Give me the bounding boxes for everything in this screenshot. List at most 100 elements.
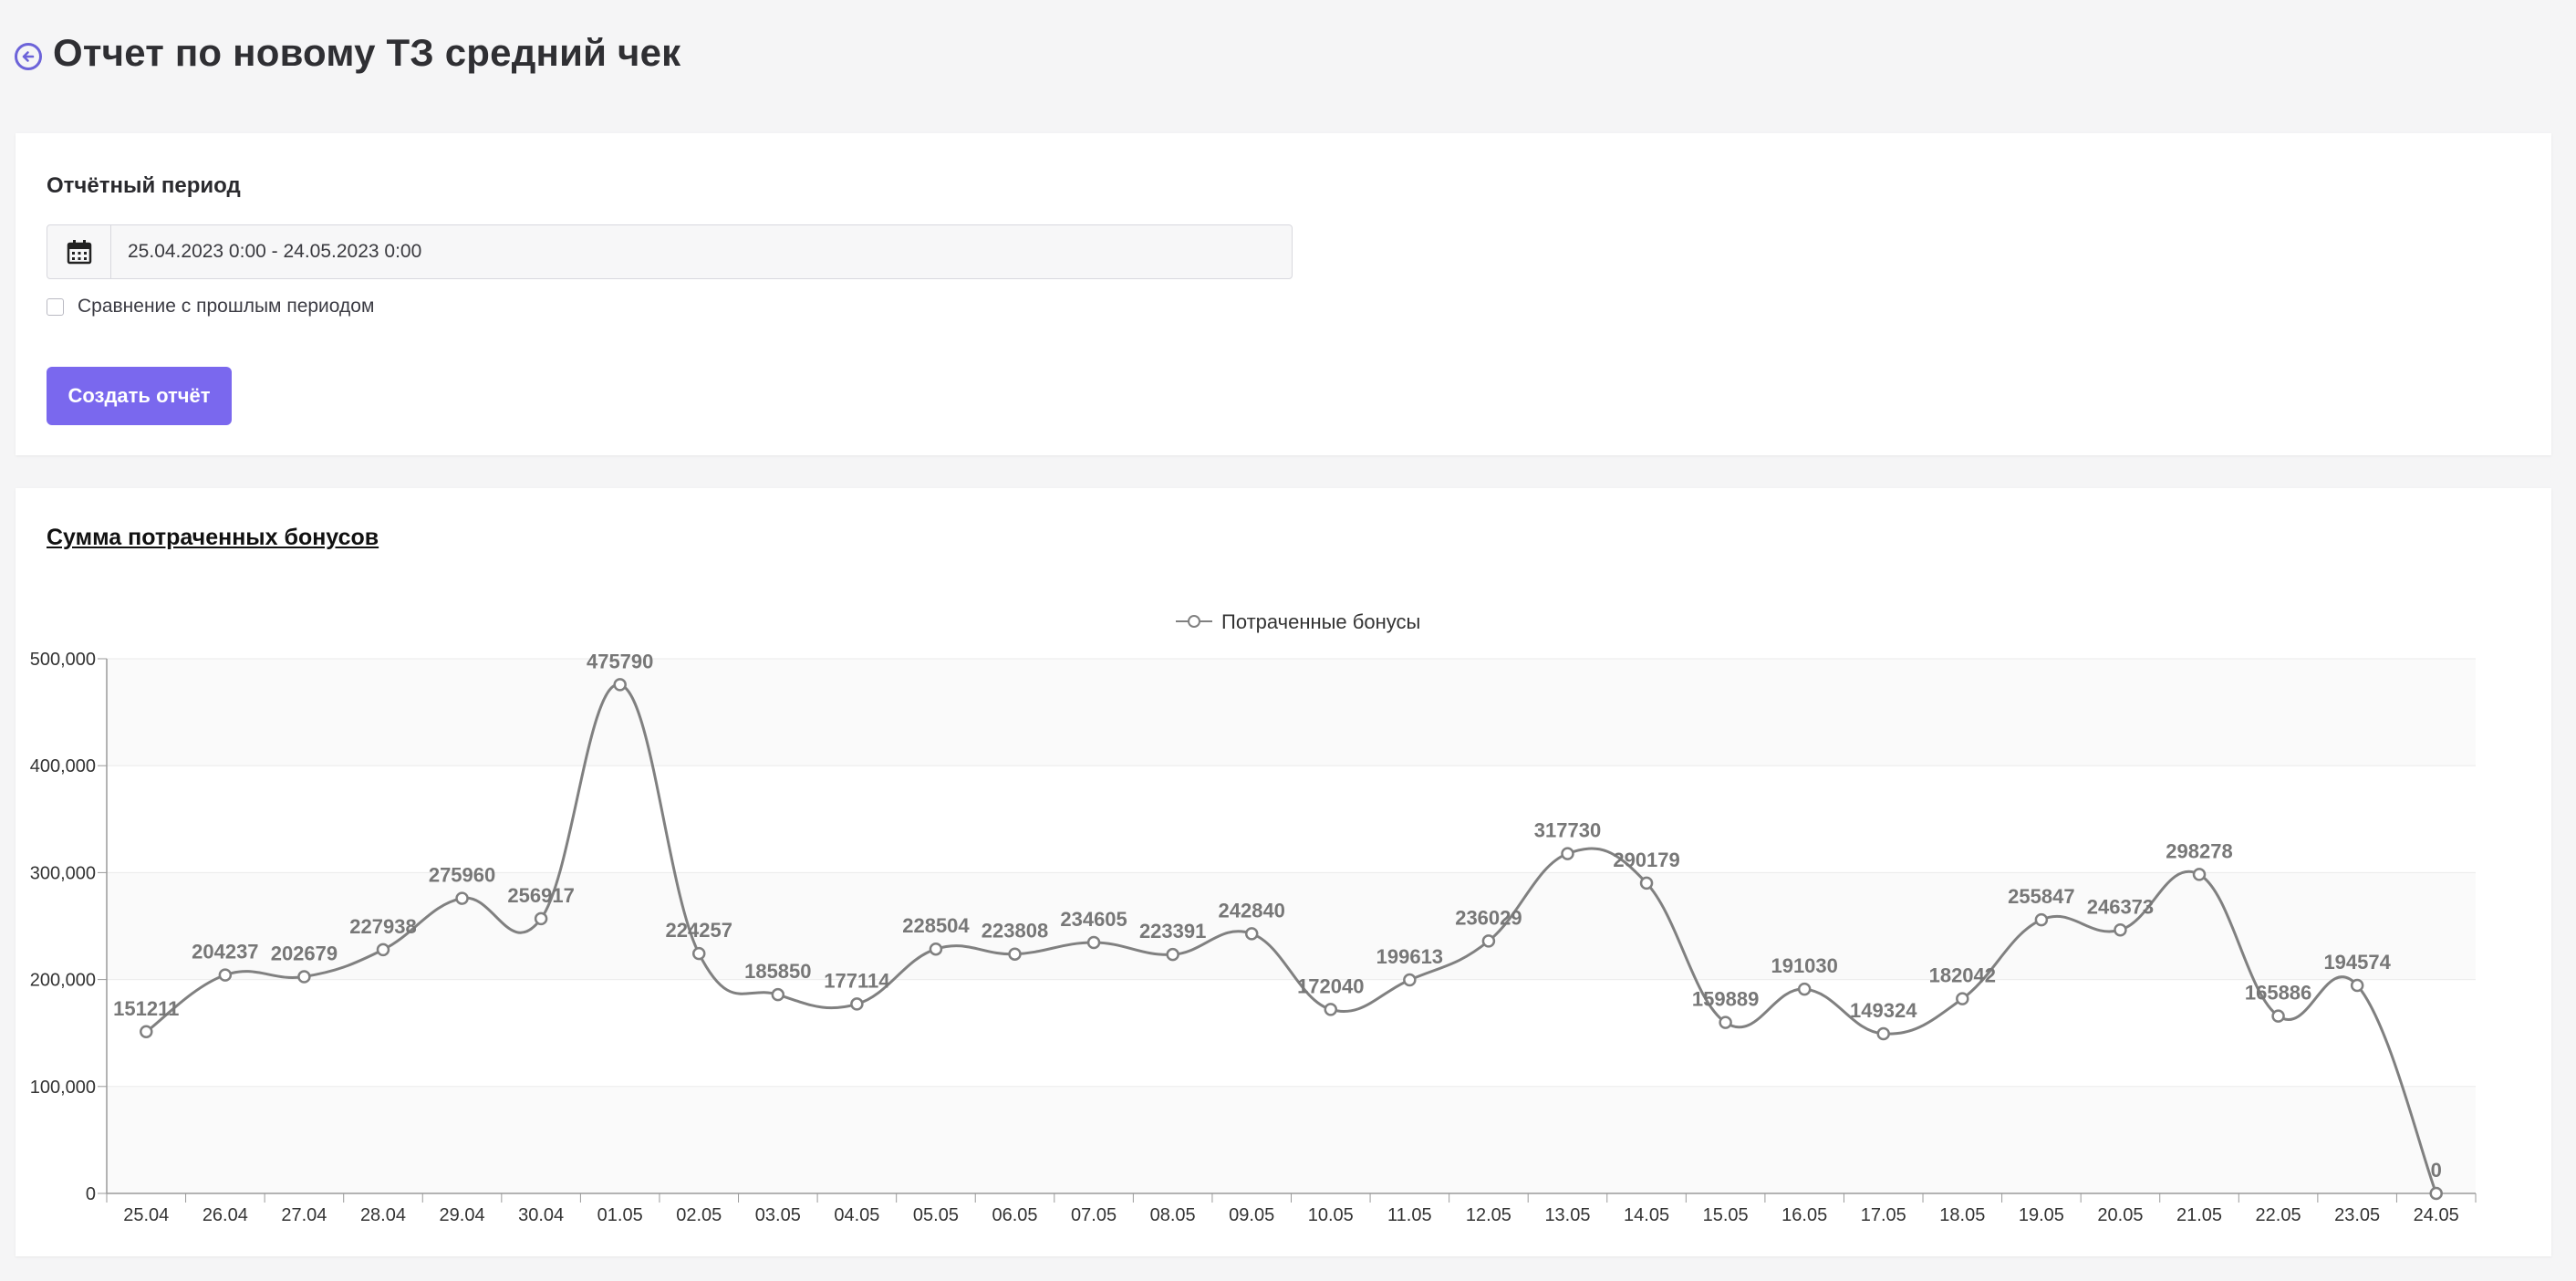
- data-point[interactable]: [1403, 973, 1417, 987]
- y-tick-label: 0: [86, 1184, 96, 1204]
- y-tick-label: 400,000: [30, 756, 96, 776]
- x-tick-label: 14.05: [1624, 1205, 1669, 1225]
- x-tick-label: 11.05: [1387, 1205, 1432, 1225]
- data-label: 199613: [1376, 945, 1443, 968]
- x-tick-label: 03.05: [755, 1205, 801, 1225]
- x-tick-label: 02.05: [676, 1205, 722, 1225]
- y-tick-label: 200,000: [30, 971, 96, 991]
- data-point[interactable]: [376, 943, 390, 957]
- data-label: 165886: [2245, 982, 2311, 1005]
- bonus-line-chart: 0 100,000 200,000 300,000 400,000 500,000 25.0…: [30, 610, 2477, 1225]
- compare-checkbox[interactable]: [47, 297, 64, 316]
- report-filter-card: Отчётный период Сравнение с прошлым пери…: [16, 133, 2551, 455]
- data-point[interactable]: [1876, 1026, 1890, 1041]
- data-point[interactable]: [1719, 1015, 1732, 1029]
- x-tick-label: 13.05: [1544, 1205, 1590, 1225]
- data-label: 255847: [2008, 885, 2074, 908]
- data-point[interactable]: [1561, 847, 1574, 860]
- y-tick-label: 300,000: [30, 863, 96, 883]
- data-point[interactable]: [2429, 1186, 2443, 1201]
- grid-band: [107, 659, 2476, 766]
- data-point[interactable]: [1797, 982, 1812, 996]
- data-point[interactable]: [850, 997, 864, 1011]
- data-point[interactable]: [140, 1025, 153, 1039]
- data-point[interactable]: [1008, 947, 1022, 961]
- y-tick-label: 500,000: [30, 650, 96, 670]
- x-tick-label: 07.05: [1071, 1205, 1117, 1225]
- data-label: 242840: [1219, 899, 1285, 922]
- x-tick-label: 05.05: [913, 1205, 959, 1225]
- data-point[interactable]: [1639, 876, 1654, 890]
- data-point[interactable]: [2271, 1009, 2285, 1023]
- data-point[interactable]: [2034, 912, 2049, 927]
- x-tick-label: 26.04: [203, 1205, 248, 1225]
- data-point[interactable]: [1481, 934, 1496, 948]
- x-tick-label: 12.05: [1466, 1205, 1511, 1225]
- x-tick-label: 04.05: [834, 1205, 879, 1225]
- data-point[interactable]: [297, 970, 311, 984]
- page-title: Отчет по новому ТЗ средний чек: [53, 31, 681, 74]
- data-point[interactable]: [534, 911, 548, 926]
- x-tick-label: 20.05: [2097, 1205, 2143, 1225]
- data-point[interactable]: [218, 968, 233, 982]
- data-point[interactable]: [1324, 1003, 1338, 1016]
- data-label: 236029: [1455, 906, 1522, 929]
- data-point[interactable]: [1956, 992, 1969, 1005]
- legend-label[interactable]: Потраченные бонусы: [1221, 610, 1420, 633]
- x-tick-label: 16.05: [1781, 1205, 1827, 1225]
- date-range-field[interactable]: [47, 224, 1293, 279]
- chart-card: Сумма потраченных бонусов 0 100,000 200,00…: [16, 488, 2551, 1256]
- x-tick-label: 29.04: [440, 1205, 485, 1225]
- grid-band: [107, 872, 2476, 980]
- data-label: 223391: [1139, 920, 1206, 943]
- data-point[interactable]: [2114, 923, 2127, 937]
- data-point[interactable]: [1086, 935, 1101, 950]
- data-point[interactable]: [1166, 947, 1179, 962]
- page-header: Отчет по новому ТЗ средний чек: [0, 0, 2576, 109]
- data-label: 202679: [271, 942, 338, 964]
- x-tick-label: 28.04: [360, 1205, 406, 1225]
- data-label: 172040: [1297, 974, 1364, 997]
- data-label: 223808: [982, 920, 1048, 943]
- back-arrow-icon[interactable]: [15, 43, 42, 70]
- data-point[interactable]: [1244, 927, 1259, 941]
- series-line: [145, 682, 2438, 1194]
- x-tick-label: 06.05: [992, 1205, 1037, 1225]
- data-label: 234605: [1060, 908, 1127, 931]
- data-label: 151211: [113, 997, 179, 1020]
- data-label: 149324: [1850, 999, 1917, 1022]
- data-label: 0: [2431, 1159, 2442, 1182]
- calendar-icon[interactable]: [47, 225, 111, 278]
- x-tick-label: 23.05: [2334, 1205, 2380, 1225]
- data-label: 204237: [192, 941, 258, 963]
- x-tick-label: 01.05: [597, 1205, 643, 1225]
- x-tick-label: 30.04: [518, 1205, 564, 1225]
- y-tick-label: 100,000: [30, 1078, 96, 1098]
- compare-option: Сравнение с прошлым периодом: [47, 296, 374, 318]
- data-point[interactable]: [771, 987, 785, 1002]
- period-label: Отчётный период: [47, 173, 241, 198]
- x-tick-label: 21.05: [2176, 1205, 2222, 1225]
- x-tick-label: 24.05: [2414, 1205, 2459, 1225]
- data-point[interactable]: [692, 946, 706, 961]
- date-range-input[interactable]: [111, 225, 1292, 278]
- data-label: 275960: [429, 864, 495, 887]
- grid-band: [107, 1086, 2476, 1193]
- data-point[interactable]: [929, 942, 943, 956]
- data-point[interactable]: [2192, 868, 2207, 881]
- data-label: 317730: [1534, 819, 1601, 842]
- create-report-button[interactable]: Создать отчёт: [47, 367, 232, 425]
- x-tick-label: 08.05: [1150, 1205, 1196, 1225]
- data-label: 298278: [2166, 839, 2232, 862]
- data-point[interactable]: [455, 891, 469, 905]
- data-point[interactable]: [613, 678, 627, 692]
- chart-title[interactable]: Сумма потраченных бонусов: [47, 525, 379, 550]
- data-label: 159889: [1692, 988, 1759, 1011]
- data-label: 191030: [1771, 954, 1837, 977]
- data-label: 182042: [1929, 964, 1996, 987]
- data-label: 256917: [507, 884, 574, 907]
- x-tick-label: 22.05: [2256, 1205, 2301, 1225]
- data-label: 224257: [666, 919, 732, 942]
- data-point[interactable]: [2350, 978, 2364, 993]
- x-tick-label: 18.05: [1939, 1205, 1985, 1225]
